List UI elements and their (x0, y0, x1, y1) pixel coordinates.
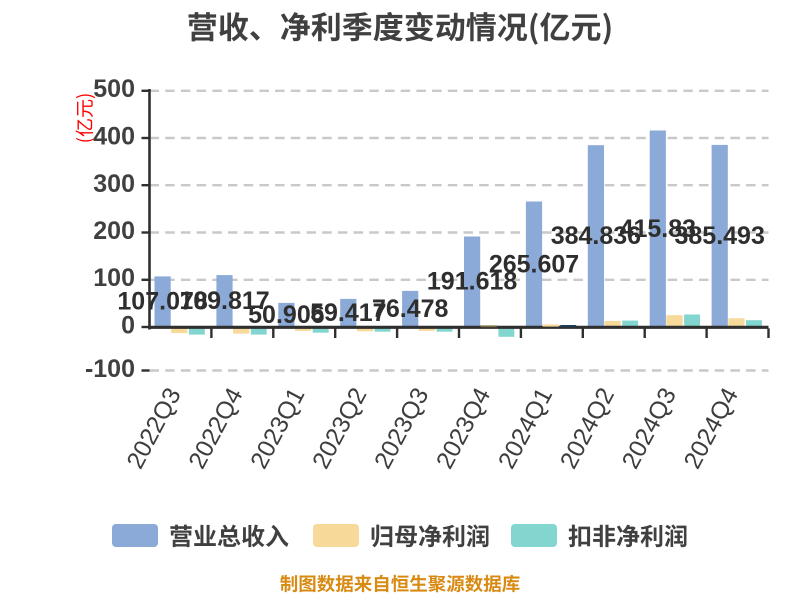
svg-text:400: 400 (93, 123, 135, 151)
svg-text:200: 200 (93, 217, 135, 245)
svg-text:415.83: 415.83 (620, 215, 696, 243)
svg-text:50.906: 50.906 (248, 301, 324, 329)
svg-text:385.493: 385.493 (675, 222, 765, 250)
svg-text:384.836: 384.836 (551, 222, 641, 250)
svg-text:0: 0 (121, 312, 135, 340)
svg-text:109.817: 109.817 (179, 287, 269, 315)
svg-text:-100: -100 (85, 355, 135, 383)
svg-text:300: 300 (93, 170, 135, 198)
svg-text:100: 100 (93, 264, 135, 292)
svg-text:500: 500 (93, 75, 135, 103)
svg-text:76.478: 76.478 (372, 295, 449, 323)
svg-text:191.618: 191.618 (427, 268, 517, 296)
svg-text:265.607: 265.607 (489, 250, 579, 278)
svg-text:59.417: 59.417 (310, 299, 386, 327)
svg-text:107.078: 107.078 (117, 288, 207, 316)
